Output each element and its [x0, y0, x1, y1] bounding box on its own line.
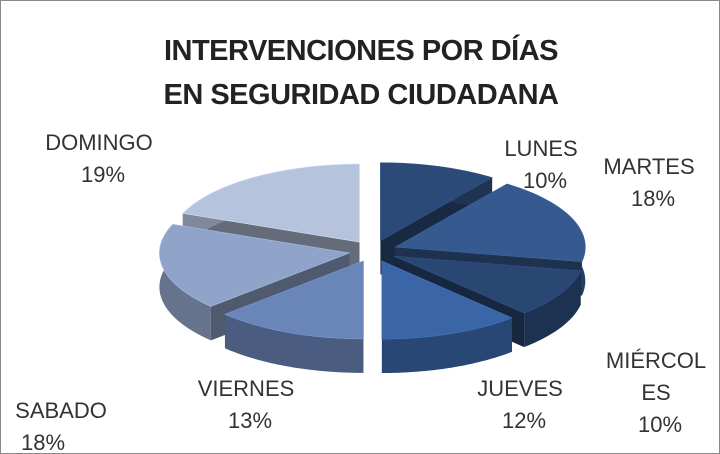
value-label: 18% — [630, 186, 676, 211]
category-label: JUEVES — [477, 376, 563, 401]
slice — [393, 255, 582, 314]
slice-wall — [524, 270, 581, 348]
slice — [182, 163, 360, 243]
value-label: 13% — [227, 408, 273, 433]
slice — [159, 223, 351, 307]
slice — [381, 260, 513, 340]
value-label: 19% — [80, 162, 126, 187]
slice-wall — [381, 317, 512, 374]
slice — [394, 183, 586, 262]
category-label: LUNES — [504, 136, 578, 161]
category-label: DOMINGO — [45, 130, 153, 155]
category-label: MIÉRCOLES — [605, 348, 707, 405]
category-label: MARTES — [603, 154, 695, 179]
category-label: SABADO — [15, 398, 107, 423]
slice — [380, 162, 493, 242]
value-label: 10% — [637, 412, 683, 437]
value-label: 18% — [20, 430, 66, 454]
slice-wall — [224, 314, 364, 373]
chart-title: INTERVENCIONES POR DÍAS EN SEGURIDAD CIU… — [163, 35, 559, 111]
slice — [224, 260, 364, 340]
category-label: VIERNES — [197, 376, 295, 401]
value-label: 10% — [522, 168, 568, 193]
value-label: 12% — [501, 408, 547, 433]
